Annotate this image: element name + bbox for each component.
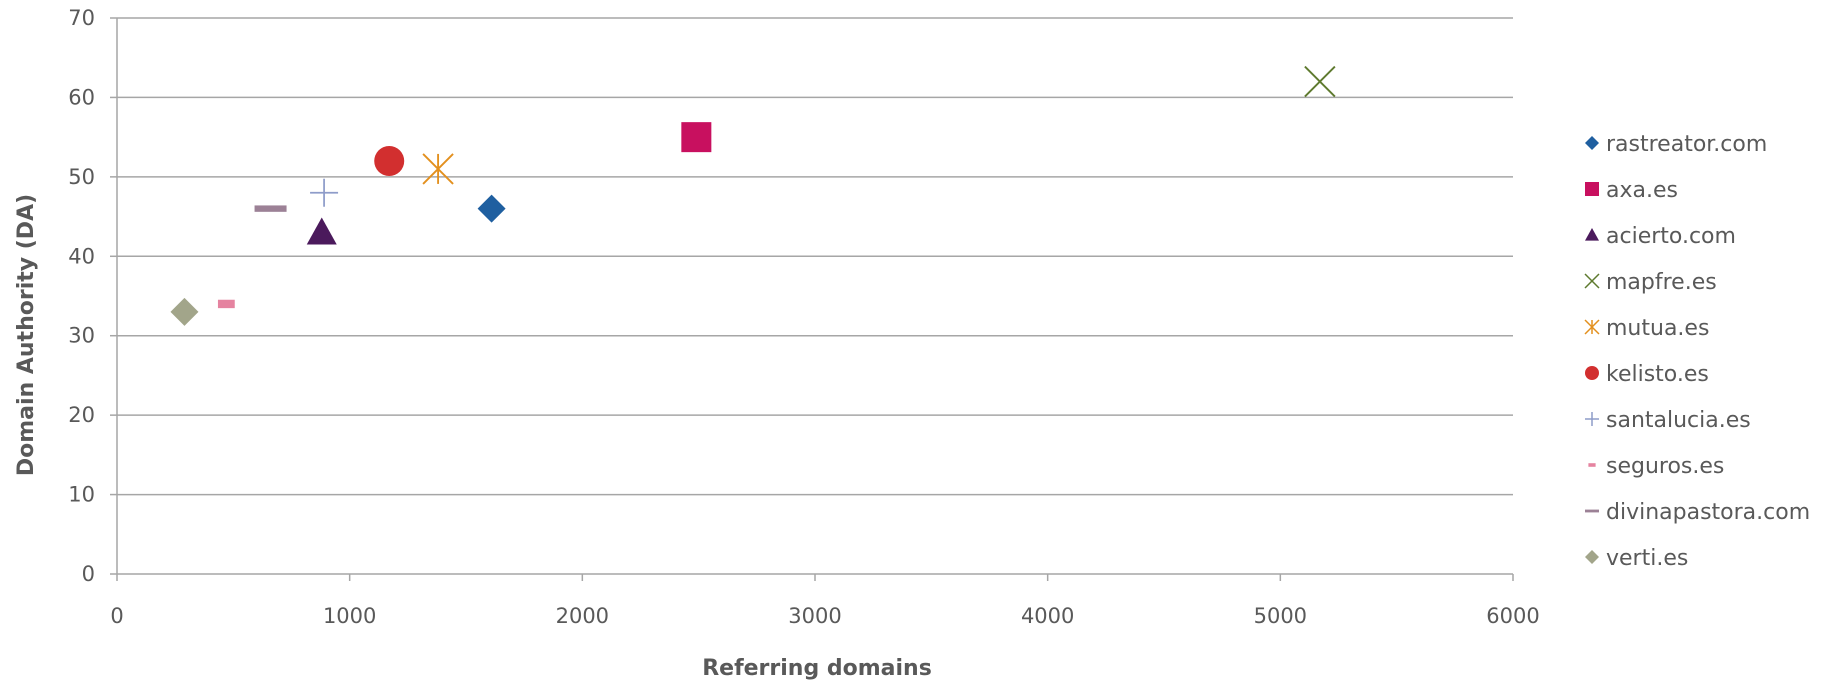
gridlines: [117, 17, 1513, 496]
legend-label: seguros.es: [1606, 454, 1724, 479]
x-tick-label: 5000: [1254, 604, 1307, 628]
legend-item: mutua.es: [1584, 316, 1709, 341]
legend-label: mapfre.es: [1606, 270, 1717, 295]
y-tick-label: 50: [68, 165, 95, 189]
data-point: [477, 194, 506, 223]
legend-item: rastreator.com: [1585, 132, 1767, 157]
legend-marker: [1584, 273, 1600, 289]
legend-item: acierto.com: [1585, 224, 1736, 249]
data-point: [170, 297, 199, 326]
legend: rastreator.com axa.es acierto.com mapfre.es…: [1584, 132, 1810, 571]
x-tick-label: 1000: [323, 604, 376, 628]
x-axis-ticks: 0 1000 2000 3000 4000 5000 6000: [110, 574, 1540, 628]
legend-marker: [1585, 136, 1599, 150]
legend-item: kelisto.es: [1585, 362, 1709, 387]
legend-label: santalucia.es: [1606, 408, 1751, 433]
legend-item: santalucia.es: [1585, 408, 1751, 433]
legend-marker: [1585, 228, 1599, 241]
legend-item: axa.es: [1585, 178, 1678, 203]
data-point: [254, 205, 287, 212]
legend-label: mutua.es: [1606, 316, 1709, 341]
y-axis-label: Domain Authority (DA): [14, 194, 39, 476]
y-tick-label: 30: [68, 324, 95, 348]
y-tick-label: 60: [68, 85, 95, 109]
legend-item: seguros.es: [1588, 454, 1724, 479]
legend-item: verti.es: [1585, 546, 1688, 571]
legend-marker: [1584, 319, 1600, 335]
x-axis-label: Referring domains: [702, 656, 932, 680]
data-point: [310, 178, 339, 207]
data-point: [217, 299, 235, 309]
legend-label: divinapastora.com: [1606, 500, 1810, 525]
legend-item: divinapastora.com: [1585, 500, 1810, 525]
y-tick-label: 70: [68, 6, 95, 30]
data-point: [681, 122, 712, 153]
x-tick-label: 6000: [1486, 604, 1539, 628]
y-axis-ticks: 0 10 20 30 40 50 60 70: [68, 6, 117, 586]
x-tick-label: 3000: [788, 604, 841, 628]
legend-marker: [1585, 550, 1599, 564]
legend-label: acierto.com: [1606, 224, 1736, 249]
legend-marker: [1588, 463, 1596, 467]
legend-marker: [1585, 509, 1599, 513]
y-tick-label: 10: [68, 483, 95, 507]
y-tick-label: 20: [68, 403, 95, 427]
legend-marker: [1585, 366, 1599, 380]
legend-item: mapfre.es: [1584, 270, 1717, 295]
legend-label: rastreator.com: [1606, 132, 1767, 157]
legend-marker: [1585, 182, 1599, 196]
x-tick-label: 0: [110, 604, 123, 628]
data-point: [1304, 65, 1336, 98]
legend-label: axa.es: [1606, 178, 1678, 203]
axes: [116, 18, 1513, 575]
data-point: [422, 153, 454, 185]
data-point: [374, 145, 405, 176]
data-points: [170, 65, 1336, 326]
legend-marker: [1585, 412, 1599, 426]
legend-label: kelisto.es: [1606, 362, 1709, 387]
legend-label: verti.es: [1606, 546, 1688, 571]
data-point: [306, 217, 337, 245]
x-tick-label: 4000: [1021, 604, 1074, 628]
y-tick-label: 0: [82, 562, 95, 586]
x-tick-label: 2000: [556, 604, 609, 628]
y-tick-label: 40: [68, 244, 95, 268]
